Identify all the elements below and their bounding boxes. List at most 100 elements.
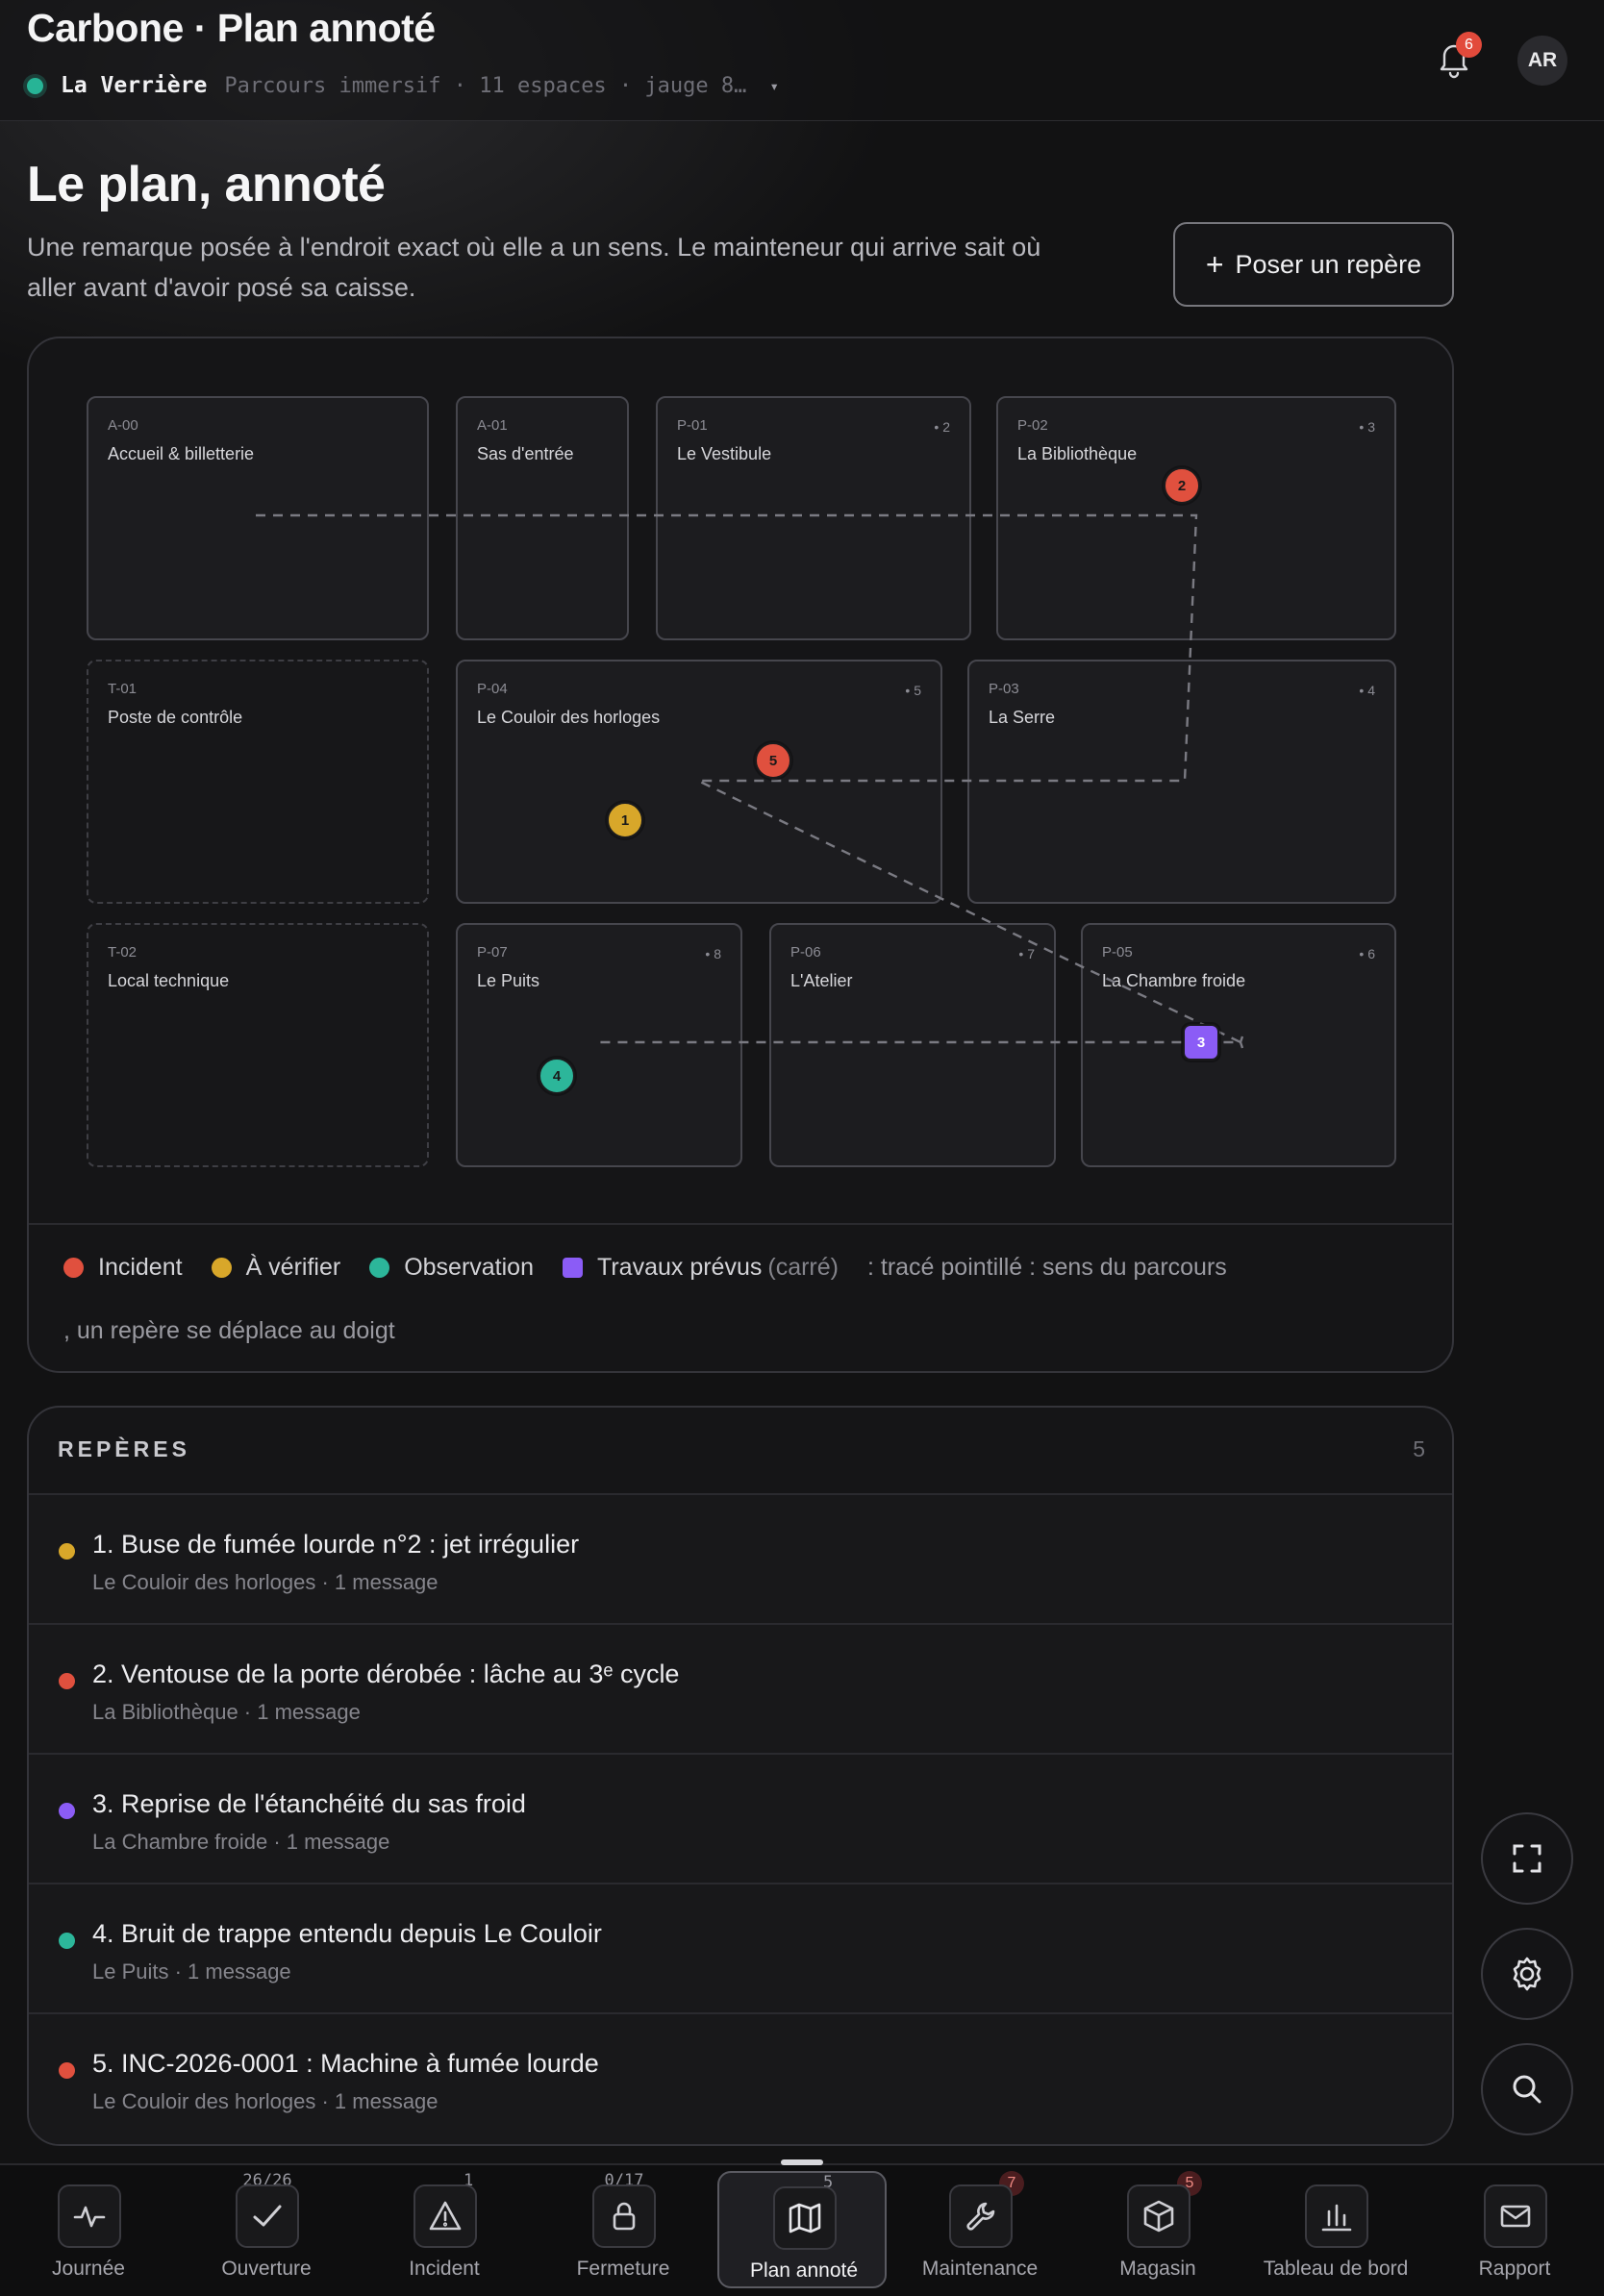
- room-code: T-02: [108, 944, 138, 961]
- list-item[interactable]: 3. Reprise de l'étanchéité du sas froid …: [29, 1755, 1452, 1884]
- plus-icon: +: [1205, 247, 1224, 282]
- verify-dot-icon: [211, 1258, 232, 1278]
- wrench-icon: [949, 2184, 1013, 2248]
- observation-dot-icon: [369, 1258, 390, 1278]
- marker-pin-2[interactable]: 2: [1164, 467, 1200, 504]
- nav-counter: 5: [823, 2173, 834, 2192]
- room-name: Poste de contrôle: [108, 708, 243, 727]
- room-p-01[interactable]: P-01 Le Vestibule • 2: [656, 396, 971, 640]
- works-square-icon: [563, 1258, 583, 1278]
- nav-item-maintenance[interactable]: 7 Maintenance: [895, 2171, 1065, 2288]
- gear-icon: [1513, 1957, 1541, 1991]
- fullscreen-button[interactable]: [1481, 1812, 1573, 1905]
- venue-selector[interactable]: La Verrière Parcours immersif · 11 espac…: [27, 69, 779, 102]
- app-header: Carbone · Plan annoté La Verrière Parcou…: [0, 0, 1604, 121]
- marker-location: Le Puits · 1 message: [92, 1959, 291, 1984]
- nav-item-ouverture[interactable]: 26/26 Ouverture: [182, 2171, 351, 2288]
- room-code: P-07: [477, 944, 508, 961]
- marker-pin-5[interactable]: 5: [755, 742, 791, 779]
- nav-label: Incident: [409, 2258, 480, 2280]
- notification-badge: 6: [1456, 32, 1482, 58]
- box-icon: [1127, 2184, 1190, 2248]
- nav-item-rapport[interactable]: Rapport: [1430, 2171, 1599, 2288]
- marker-location: La Chambre froide · 1 message: [92, 1830, 390, 1854]
- room-count: • 7: [1018, 946, 1035, 961]
- check-icon: [236, 2184, 299, 2248]
- map-icon: [773, 2186, 837, 2250]
- list-item[interactable]: 4. Bruit de trappe entendu depuis Le Cou…: [29, 1884, 1452, 2014]
- room-count: • 2: [934, 419, 950, 435]
- room-t-01[interactable]: T-01 Poste de contrôle: [87, 660, 429, 904]
- venue-meta: Parcours immersif · 11 espaces · jauge 8…: [224, 73, 747, 98]
- add-marker-button[interactable]: + Poser un repère: [1173, 222, 1454, 307]
- marker-pin-1[interactable]: 1: [607, 802, 643, 838]
- search-button[interactable]: [1481, 2043, 1573, 2135]
- legend-hint: (carré): [767, 1254, 839, 1281]
- markers-count: 5: [1413, 1436, 1425, 1461]
- nav-label: Plan annoté: [749, 2259, 859, 2282]
- nav-item-fermeture[interactable]: 0/17 Fermeture: [539, 2171, 708, 2288]
- room-name: Le Couloir des horloges: [477, 708, 661, 727]
- room-name: La Chambre froide: [1102, 971, 1246, 990]
- floor-plan[interactable]: A-00 Accueil & billetterie A-01 Sas d'en…: [29, 338, 1452, 1223]
- room-count: • 5: [905, 683, 921, 698]
- venue-name: La Verrière: [61, 73, 208, 98]
- markers-list-card: REPÈRES 5 1. Buse de fumée lourde n°2 : …: [27, 1406, 1454, 2146]
- observation-dot-icon: [59, 1933, 75, 1949]
- list-item[interactable]: 5. INC-2026-0001 : Machine à fumée lourd…: [29, 2014, 1452, 2144]
- legend-divider: [29, 1223, 1452, 1225]
- room-name: La Bibliothèque: [1017, 444, 1138, 463]
- nav-item-magasin[interactable]: 5 Magasin: [1073, 2171, 1242, 2288]
- room-code: P-06: [790, 944, 821, 961]
- legend-verify: À vérifier: [211, 1254, 340, 1282]
- room-a-01[interactable]: A-01 Sas d'entrée: [456, 396, 629, 640]
- room-name: La Serre: [989, 708, 1056, 727]
- venue-status-dot: [27, 77, 43, 94]
- nav-label: Ouverture: [221, 2258, 312, 2280]
- marker-title: 2. Ventouse de la porte dérobée : lâche …: [92, 1660, 680, 1688]
- room-code: A-01: [477, 417, 508, 434]
- room-p-06[interactable]: P-06 L'Atelier • 7: [769, 923, 1056, 1167]
- markers-list-header: REPÈRES 5: [29, 1408, 1452, 1495]
- add-marker-label: Poser un repère: [1235, 249, 1422, 279]
- nav-item-incident[interactable]: 1 Incident: [360, 2171, 529, 2288]
- room-p-05[interactable]: P-05 La Chambre froide • 6: [1081, 923, 1396, 1167]
- legend-incident: Incident: [63, 1254, 183, 1282]
- nav-item-journee[interactable]: Journée: [4, 2171, 173, 2288]
- marker-title: 1. Buse de fumée lourde n°2 : jet irrégu…: [92, 1530, 580, 1559]
- visitor-route: [256, 513, 1244, 1049]
- room-code: P-05: [1102, 944, 1133, 961]
- legend-drag-note: , un repère se déplace au doigt: [63, 1317, 395, 1344]
- incident-dot-icon: [59, 1673, 75, 1689]
- nav-label: Journée: [52, 2258, 125, 2280]
- warning-icon: [414, 2184, 477, 2248]
- nav-item-plan-annote[interactable]: 5 Plan annoté: [717, 2171, 887, 2288]
- legend-label: Incident: [98, 1254, 183, 1281]
- room-p-07[interactable]: P-07 Le Puits • 8: [456, 923, 742, 1167]
- list-item[interactable]: 2. Ventouse de la porte dérobée : lâche …: [29, 1625, 1452, 1755]
- fullscreen-icon: [1513, 1844, 1541, 1873]
- marker-location: Le Couloir des horloges · 1 message: [92, 1570, 439, 1594]
- room-code: P-04: [477, 681, 508, 697]
- room-t-02[interactable]: T-02 Local technique: [87, 923, 429, 1167]
- marker-title: 5. INC-2026-0001 : Machine à fumée lourd…: [92, 2049, 599, 2078]
- marker-location: Le Couloir des horloges · 1 message: [92, 2089, 439, 2113]
- chart-icon: [1305, 2184, 1368, 2248]
- room-name: Le Vestibule: [677, 444, 772, 463]
- plan-legend: Incident À vérifier Observation Travaux …: [63, 1254, 1227, 1282]
- marker-title: 3. Reprise de l'étanchéité du sas froid: [92, 1789, 526, 1818]
- room-name: Le Puits: [477, 971, 540, 990]
- settings-button[interactable]: [1481, 1928, 1573, 2020]
- room-count: • 6: [1359, 946, 1375, 961]
- room-code: P-02: [1017, 417, 1048, 434]
- marker-pin-3[interactable]: 3: [1183, 1024, 1219, 1061]
- room-code: P-03: [989, 681, 1019, 697]
- verify-dot-icon: [59, 1543, 75, 1560]
- page-title: Le plan, annoté: [27, 157, 386, 212]
- room-a-00[interactable]: A-00 Accueil & billetterie: [87, 396, 429, 640]
- avatar[interactable]: AR: [1517, 36, 1567, 86]
- marker-pin-4[interactable]: 4: [539, 1058, 575, 1094]
- nav-item-tableau-de-bord[interactable]: Tableau de bord: [1251, 2171, 1420, 2288]
- nav-counter: 1: [464, 2171, 474, 2190]
- list-item[interactable]: 1. Buse de fumée lourde n°2 : jet irrégu…: [29, 1495, 1452, 1625]
